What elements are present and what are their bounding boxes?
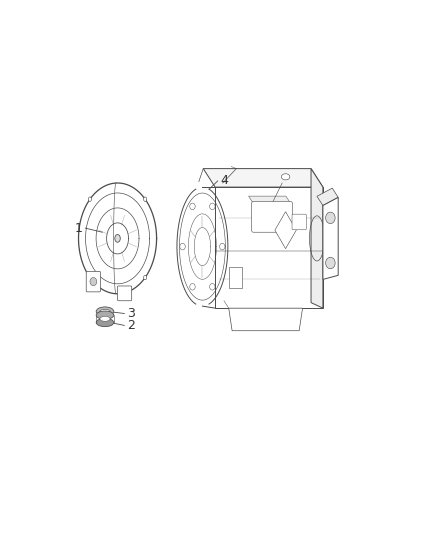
Circle shape	[325, 257, 335, 269]
Circle shape	[210, 284, 215, 290]
Polygon shape	[323, 197, 338, 279]
Ellipse shape	[100, 317, 110, 321]
FancyBboxPatch shape	[292, 214, 306, 230]
Circle shape	[190, 203, 195, 209]
Circle shape	[190, 284, 195, 290]
Polygon shape	[275, 212, 296, 248]
FancyBboxPatch shape	[117, 286, 132, 301]
Ellipse shape	[115, 235, 120, 243]
Ellipse shape	[144, 276, 147, 280]
Circle shape	[219, 243, 225, 250]
Circle shape	[325, 212, 335, 224]
Text: 4: 4	[220, 174, 228, 188]
Polygon shape	[311, 168, 323, 308]
Polygon shape	[317, 188, 338, 206]
Ellipse shape	[96, 307, 114, 316]
Circle shape	[210, 203, 215, 209]
Ellipse shape	[100, 309, 110, 313]
Polygon shape	[229, 267, 242, 288]
Polygon shape	[229, 308, 303, 330]
Ellipse shape	[96, 311, 114, 319]
FancyBboxPatch shape	[251, 201, 293, 232]
Text: 1: 1	[75, 222, 83, 235]
Polygon shape	[203, 168, 323, 187]
Ellipse shape	[281, 174, 290, 180]
FancyBboxPatch shape	[86, 271, 100, 292]
Ellipse shape	[88, 197, 92, 201]
Ellipse shape	[96, 318, 114, 327]
Circle shape	[180, 243, 185, 250]
Polygon shape	[249, 196, 291, 204]
Circle shape	[90, 278, 97, 286]
Text: 2: 2	[127, 319, 135, 332]
Text: 3: 3	[127, 307, 135, 320]
Ellipse shape	[88, 276, 92, 280]
Ellipse shape	[144, 197, 147, 201]
